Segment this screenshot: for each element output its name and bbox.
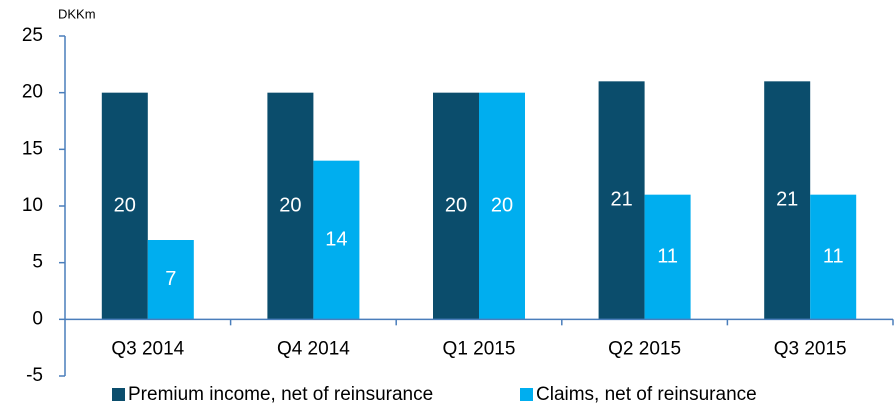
y-tick-label: 25 [22,25,43,46]
y-tick-label: 20 [22,82,43,103]
y-tick-label: 10 [22,195,43,216]
data-label: 11 [657,245,678,267]
bar [479,92,525,320]
legend-swatch [520,388,533,401]
x-tick-label: Q2 2015 [608,338,681,359]
bar [598,81,645,320]
y-axis-label: DKKm [58,6,96,21]
y-tick-label: 15 [22,138,43,159]
bar [433,92,479,320]
x-tick-label: Q4 2014 [277,338,350,359]
bar [644,194,691,320]
bar [810,194,857,320]
data-label: 14 [325,228,347,250]
y-tick-label: 5 [32,252,43,273]
x-tick-label: Q3 2014 [111,338,184,359]
legend-swatch [112,388,125,401]
data-label: 21 [610,189,632,211]
legend-label: Premium income, net of reinsurance [128,384,433,405]
data-label: 20 [491,194,513,216]
data-label: 20 [279,194,301,216]
x-tick-label: Q1 2015 [443,338,516,359]
bar [267,92,314,320]
bar [101,92,148,320]
bar [147,240,194,320]
legend-label: Claims, net of reinsurance [536,384,757,405]
data-label: 7 [165,268,176,290]
bar [764,81,811,320]
data-label: 20 [114,194,136,216]
data-label: 11 [823,245,844,267]
bar [313,160,360,320]
x-tick-label: Q3 2015 [774,338,847,359]
y-tick-label: 0 [32,308,43,329]
data-label: 21 [776,189,798,211]
data-label: 20 [445,194,467,216]
y-tick-label: -5 [26,365,43,386]
